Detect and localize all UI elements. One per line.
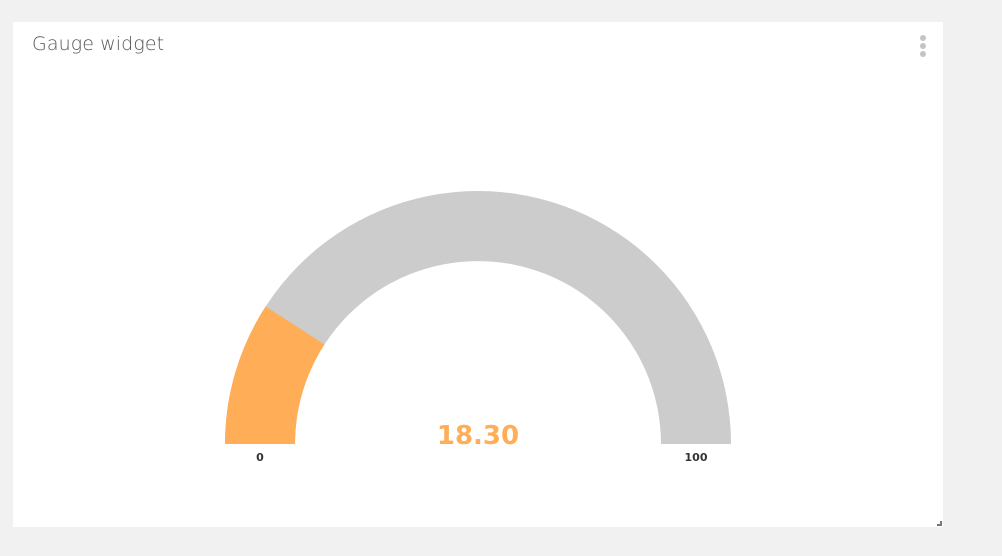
gauge-chart: 18.30 0 100 bbox=[225, 191, 731, 464]
vertical-ellipsis-icon[interactable] bbox=[917, 35, 929, 57]
menu-dot bbox=[920, 51, 926, 57]
gauge-max-label: 100 bbox=[685, 451, 708, 464]
gauge-value-arc bbox=[225, 306, 325, 444]
menu-dot bbox=[920, 35, 926, 41]
gauge-track bbox=[225, 191, 731, 444]
gauge-value-label: 18.30 bbox=[437, 421, 519, 451]
gauge-min-label: 0 bbox=[256, 451, 264, 464]
gauge-widget-panel: Gauge widget 18.30 0 100 bbox=[13, 22, 943, 527]
menu-dot bbox=[920, 43, 926, 49]
widget-title: Gauge widget bbox=[32, 33, 165, 55]
resize-corner-icon[interactable] bbox=[935, 519, 942, 526]
